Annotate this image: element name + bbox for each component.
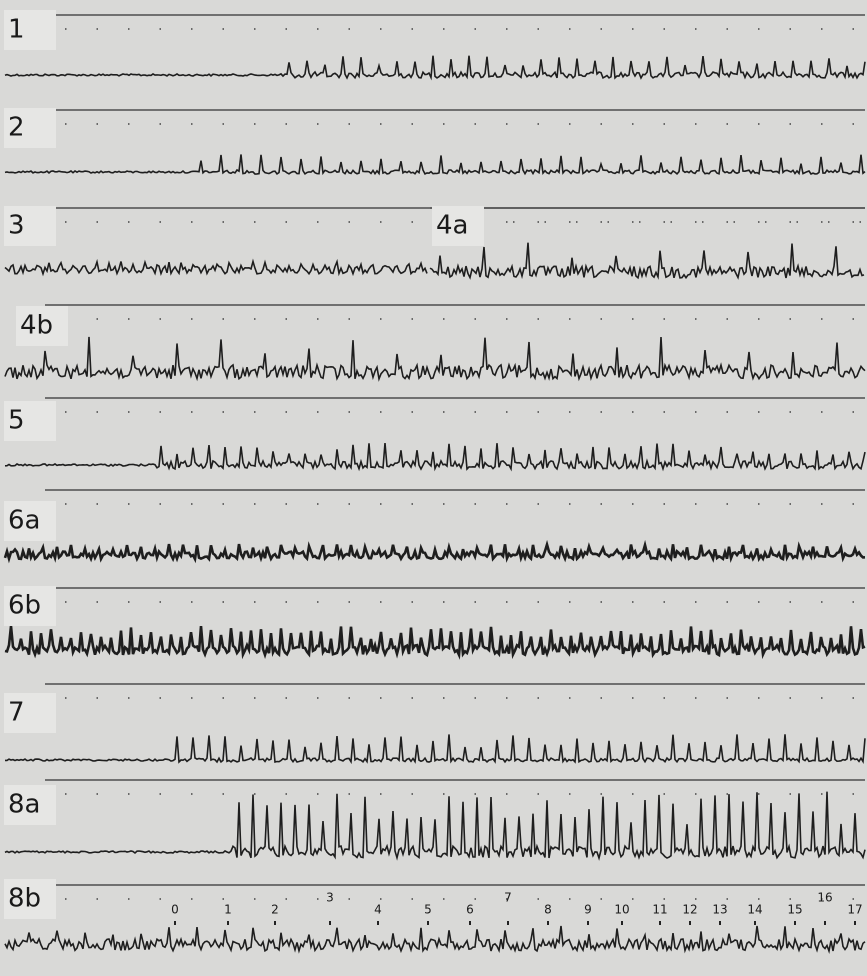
time-marker: 12 (682, 903, 697, 917)
panel-label: 7 (8, 698, 25, 728)
panel-label: 8b (8, 884, 41, 914)
panel-label: 5 (8, 406, 25, 436)
panel-label: 1 (8, 15, 25, 45)
time-marker: 5 (424, 903, 432, 917)
time-marker: 13 (712, 903, 727, 917)
panel-label: 8a (8, 790, 40, 820)
time-marker: 0 (171, 903, 179, 917)
time-marker: 15 (787, 903, 802, 917)
time-marker: 11 (652, 903, 667, 917)
time-marker: 2 (271, 903, 279, 917)
panel-label: 4a (436, 211, 468, 241)
time-marker: 17 (847, 903, 862, 917)
panel-label: 6b (8, 591, 41, 621)
time-marker: 6 (466, 903, 474, 917)
time-marker: 9 (584, 903, 592, 917)
panel-label: 3 (8, 211, 25, 241)
time-marker: 14 (747, 903, 762, 917)
time-marker: 8 (544, 903, 552, 917)
panel-label: 6a (8, 506, 40, 536)
time-marker: 1 (224, 903, 232, 917)
panel-label: 4b (20, 311, 53, 341)
time-marker: 3 (326, 891, 334, 905)
time-marker: 7 (504, 891, 512, 905)
panel-label: 2 (8, 113, 25, 143)
time-marker: 10 (614, 903, 629, 917)
time-marker: 16 (817, 891, 832, 905)
time-marker: 4 (374, 903, 382, 917)
figure: 1234a4b56a6b78a8b01234567891011121314151… (0, 0, 867, 976)
